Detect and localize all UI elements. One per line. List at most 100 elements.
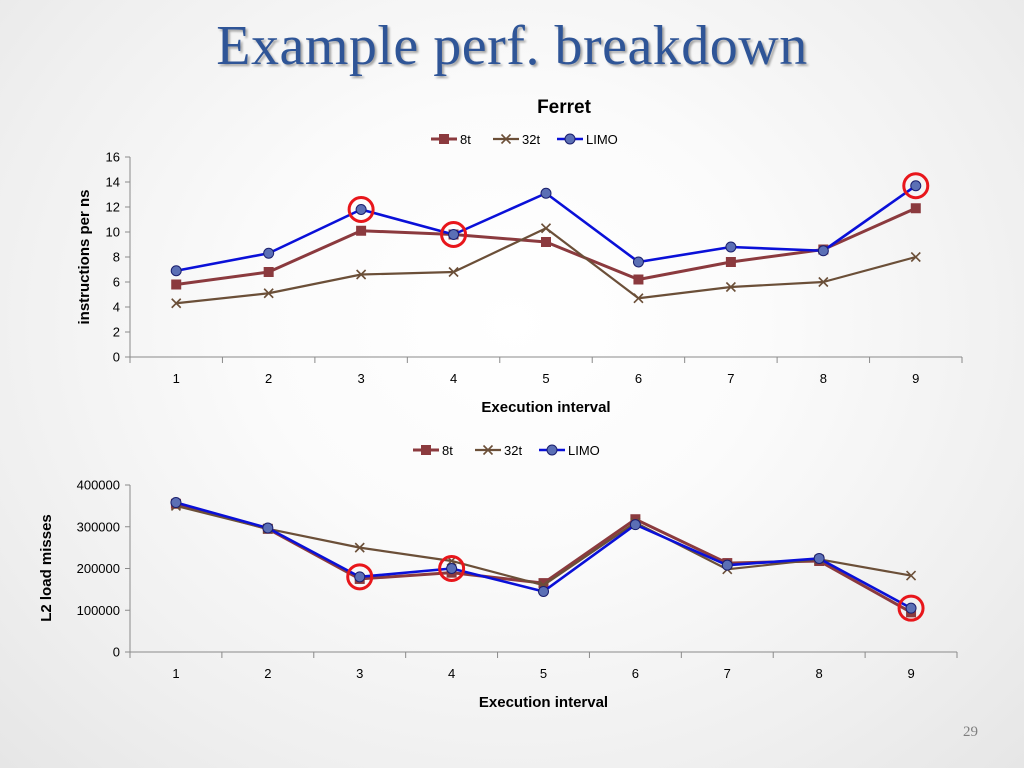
data-point-limo xyxy=(721,559,733,571)
x-tick-label: 4 xyxy=(448,666,455,681)
x-tick-label: 7 xyxy=(724,666,731,681)
data-point-32t xyxy=(540,223,552,234)
x-tick-label: 9 xyxy=(912,371,919,386)
page-number: 29 xyxy=(963,724,978,740)
data-point-8t xyxy=(263,267,274,277)
data-point-limo xyxy=(355,204,367,215)
data-point-8t xyxy=(356,225,367,236)
y-tick-label: 16 xyxy=(106,150,120,165)
data-point-limo xyxy=(629,519,641,531)
chart-2: 0 100000 200000 300000 400000 1 2 3 4 5 6 7 8 9 Execut… xyxy=(38,443,958,711)
x-tick-label: 2 xyxy=(265,371,272,386)
highlight-circle xyxy=(440,221,468,248)
y-tick-label: 4 xyxy=(113,300,120,315)
data-point-limo xyxy=(170,497,182,509)
data-point-32t xyxy=(633,293,644,304)
data-point-limo xyxy=(540,187,552,199)
x-tick-label: 7 xyxy=(727,371,734,386)
legend-item-8t: 8t xyxy=(431,132,471,147)
x-tick-label: 9 xyxy=(907,666,914,681)
legend-item-limo: LIMO xyxy=(539,443,600,458)
y-tick-label: 0 xyxy=(113,350,120,365)
data-point-limo xyxy=(632,256,644,268)
legend-swatch-marker xyxy=(564,133,576,145)
data-point-limo xyxy=(910,180,922,192)
data-point-8t xyxy=(910,203,921,214)
series-line-32t xyxy=(175,504,912,587)
data-point-limo xyxy=(817,245,829,257)
data-point-8t xyxy=(725,257,736,267)
series-8t xyxy=(170,498,917,618)
data-point-limo xyxy=(725,241,737,253)
slide-title: Example perf. breakdown xyxy=(216,15,808,77)
series-limo xyxy=(170,180,922,277)
highlight-circle xyxy=(902,172,930,200)
legend-item-limo: LIMO xyxy=(557,132,618,147)
data-point-limo xyxy=(448,229,460,240)
legend-item-32t: 32t xyxy=(475,443,522,458)
x-tick-label: 8 xyxy=(816,666,823,681)
highlight-circle xyxy=(346,563,374,591)
x-axis-label: Execution interval xyxy=(481,399,610,416)
y-tick-label: 12 xyxy=(106,200,120,215)
legend-label: 8t xyxy=(442,443,453,458)
y-axis-label: L2 load misses xyxy=(38,514,55,622)
data-point-limo xyxy=(170,265,182,277)
data-point-limo xyxy=(905,602,917,614)
legend-swatch-marker xyxy=(546,444,558,456)
y-tick-label: 2 xyxy=(113,325,120,340)
legend-label: 8t xyxy=(460,132,471,147)
x-tick-label: 3 xyxy=(356,666,363,681)
x-tick-label: 5 xyxy=(540,666,547,681)
legend-item-32t: 32t xyxy=(493,132,540,147)
x-tick-label: 1 xyxy=(173,371,180,386)
data-point-32t xyxy=(356,269,367,280)
series-32t xyxy=(170,500,917,591)
data-point-limo xyxy=(262,522,274,534)
data-point-32t xyxy=(725,281,736,293)
legend-label: LIMO xyxy=(586,132,618,147)
x-tick-label: 3 xyxy=(357,371,364,386)
legend-label: 32t xyxy=(504,443,522,458)
x-tick-label: 5 xyxy=(542,371,549,386)
legend: 8t 32t LIMO xyxy=(431,132,618,147)
x-axis-label: Execution interval xyxy=(479,694,608,711)
chart-title: Ferret xyxy=(537,97,592,118)
legend-swatch-marker xyxy=(500,133,512,145)
y-tick-label: 400000 xyxy=(77,478,120,493)
data-point-32t xyxy=(448,266,459,278)
series-limo xyxy=(170,497,917,614)
data-point-limo xyxy=(813,552,825,564)
y-tick-label: 14 xyxy=(106,175,120,190)
highlight-circle xyxy=(897,594,925,622)
x-tick-label: 2 xyxy=(264,666,271,681)
data-point-32t xyxy=(818,276,829,288)
y-tick-label: 0 xyxy=(113,645,120,660)
y-tick-label: 200000 xyxy=(77,561,120,576)
x-tick-label: 6 xyxy=(632,666,639,681)
y-axis-label: instructions per ns xyxy=(76,189,93,324)
data-point-limo xyxy=(446,563,458,574)
data-point-8t xyxy=(171,279,182,290)
legend-swatch-marker xyxy=(439,134,449,144)
legend-label: 32t xyxy=(522,132,540,147)
legend-item-8t: 8t xyxy=(413,443,453,458)
legend-swatch-marker xyxy=(421,445,431,455)
y-tick-label: 100000 xyxy=(77,603,120,618)
legend-swatch-marker xyxy=(482,444,494,456)
data-point-8t xyxy=(541,237,551,247)
data-point-8t xyxy=(633,274,644,285)
data-point-32t xyxy=(263,288,274,299)
data-point-limo xyxy=(354,571,366,583)
y-tick-label: 6 xyxy=(113,275,120,290)
data-point-limo xyxy=(263,247,275,259)
data-point-32t xyxy=(354,542,365,553)
series-32t xyxy=(171,223,921,309)
highlight-circle xyxy=(347,196,375,223)
data-point-limo xyxy=(538,585,549,597)
data-point-32t xyxy=(910,251,921,263)
y-tick-label: 8 xyxy=(113,250,120,265)
data-point-32t xyxy=(905,570,917,581)
